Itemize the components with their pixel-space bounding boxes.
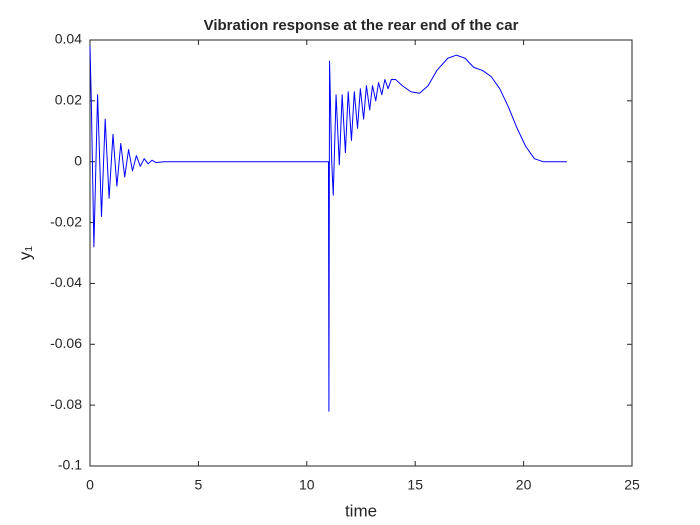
y-tick-label: -0.06 [50, 335, 82, 351]
x-tick-label: 0 [86, 477, 94, 493]
y-tick-label: 0 [74, 152, 82, 168]
y-tick-label: 0.02 [55, 92, 82, 108]
x-axis-label: time [345, 501, 377, 520]
y-tick-label: -0.1 [58, 457, 82, 473]
y-tick-label: 0.04 [55, 31, 82, 47]
y-tick-label: -0.08 [50, 396, 82, 412]
y-tick-label: -0.02 [50, 213, 82, 229]
y-tick-label: -0.04 [50, 274, 82, 290]
x-tick-label: 25 [624, 477, 640, 493]
chart-title: Vibration response at the rear end of th… [204, 17, 519, 34]
y-axis-label: y₁ [15, 246, 34, 261]
x-tick-label: 20 [516, 477, 532, 493]
data-line [89, 46, 567, 412]
axes-box [89, 39, 633, 467]
x-tick-label: 15 [407, 477, 423, 493]
x-tick-label: 5 [195, 477, 203, 493]
x-tick-label: 10 [299, 477, 315, 493]
